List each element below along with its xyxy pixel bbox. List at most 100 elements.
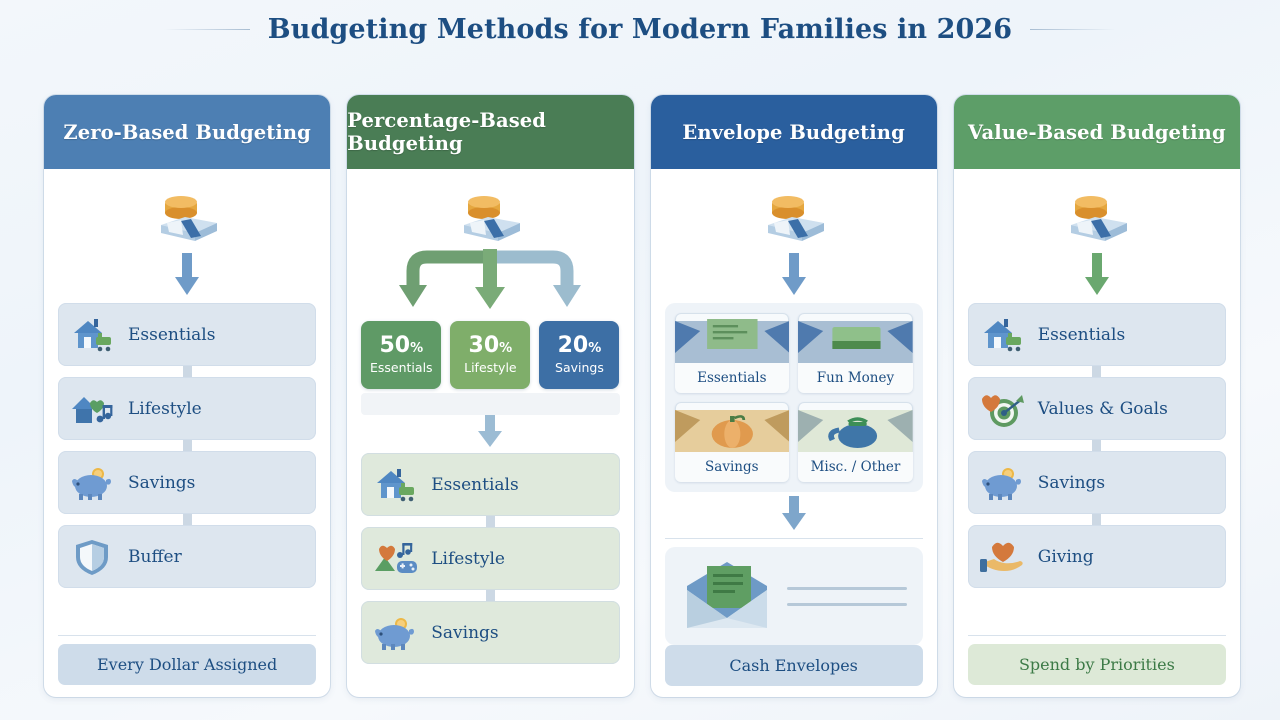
category-label: Lifestyle — [128, 398, 202, 419]
heart-music-controller-icon — [373, 539, 419, 579]
category-item-essentials[interactable]: Essentials — [58, 303, 317, 366]
category-item-values-goals[interactable]: Values & Goals — [967, 377, 1226, 440]
category-list-value-based: Essentials — [967, 303, 1226, 588]
method-columns: Zero-Based Budgeting — [44, 95, 1240, 697]
connector — [968, 440, 1226, 451]
category-item-lifestyle[interactable]: Lifestyle — [58, 377, 317, 440]
envelope-teapot-icon — [798, 402, 913, 452]
connector — [58, 514, 316, 525]
category-label: Savings — [128, 472, 196, 493]
envelope-card-misc-other[interactable]: Misc. / Other — [798, 402, 913, 482]
category-list-zero-based: Essentials — [58, 303, 317, 588]
category-label: Values & Goals — [1037, 398, 1168, 419]
envelope-label: Essentials — [674, 363, 790, 393]
percentage-card-savings[interactable]: 20% Savings — [539, 321, 620, 389]
footer-divider — [58, 635, 317, 636]
envelope-label: Savings — [674, 452, 790, 482]
connector — [361, 590, 619, 601]
summary-label: Every Dollar Assigned — [96, 655, 278, 674]
flow-arrow-down — [779, 496, 809, 536]
percentage-label: Lifestyle — [464, 360, 517, 375]
summary-lines — [786, 586, 907, 606]
method-card-zero-based[interactable]: Zero-Based Budgeting — [44, 95, 331, 697]
category-item-essentials[interactable]: Essentials — [361, 453, 620, 516]
connector — [361, 516, 619, 527]
envelope-label: Misc. / Other — [798, 452, 913, 482]
category-item-savings[interactable]: Savings — [967, 451, 1226, 514]
open-envelope-letter-icon — [681, 556, 773, 636]
method-title-zero-based: Zero-Based Budgeting — [63, 120, 311, 144]
house-cart-icon — [373, 465, 419, 505]
percentage-value: 30% — [468, 333, 513, 358]
shield-icon — [70, 537, 116, 577]
method-header-zero-based: Zero-Based Budgeting — [44, 95, 331, 169]
category-item-lifestyle[interactable]: Lifestyle — [361, 527, 620, 590]
category-label: Buffer — [128, 546, 182, 567]
percentage-card-lifestyle[interactable]: 30% Lifestyle — [450, 321, 531, 389]
method-title-value-based: Value-Based Budgeting — [968, 120, 1226, 144]
envelope-grid: Essentials Fun Money — [664, 303, 923, 492]
category-item-savings[interactable]: Savings — [58, 451, 317, 514]
method-title-envelope: Envelope Budgeting — [682, 120, 905, 144]
title-rule-right — [1030, 29, 1117, 30]
summary-label: Cash Envelopes — [729, 656, 858, 675]
percentage-cards: 50% Essentials 30% Lifestyle 20% — [361, 321, 620, 389]
percentage-value: 20% — [557, 333, 602, 358]
connector — [968, 514, 1226, 525]
category-item-giving[interactable]: Giving — [967, 525, 1226, 588]
money-stack-icon — [758, 191, 830, 251]
envelope-card-fun-money[interactable]: Fun Money — [798, 313, 913, 393]
percentage-bar-track — [361, 393, 620, 415]
connector — [58, 440, 316, 451]
percentage-label: Savings — [555, 360, 604, 375]
footer-divider — [967, 635, 1226, 636]
category-label: Lifestyle — [431, 548, 505, 569]
category-label: Savings — [1037, 472, 1106, 493]
summary-label: Spend by Priorities — [1018, 655, 1175, 674]
method-summary-envelope[interactable]: Cash Envelopes — [664, 645, 923, 686]
envelope-card-essentials[interactable]: Essentials — [674, 313, 790, 393]
category-item-savings[interactable]: Savings — [361, 601, 620, 664]
flow-arrow-down — [172, 253, 202, 301]
piggy-bank-icon — [373, 613, 419, 653]
percentage-card-essentials[interactable]: 50% Essentials — [361, 321, 442, 389]
method-card-percentage-based[interactable]: Percentage-Based Budgeting — [347, 95, 634, 697]
money-stack-icon — [454, 191, 526, 251]
method-card-envelope[interactable]: Envelope Budgeting — [650, 95, 937, 697]
method-title-percentage-based: Percentage-Based Budgeting — [347, 109, 547, 155]
money-stack-icon — [1061, 191, 1133, 251]
category-label: Savings — [431, 622, 499, 643]
envelope-pumpkin-icon — [674, 402, 790, 452]
split-arrows — [365, 249, 615, 319]
category-label: Essentials — [128, 324, 216, 345]
envelope-card-savings[interactable]: Savings — [674, 402, 790, 482]
method-card-value-based[interactable]: Value-Based Budgeting — [953, 95, 1240, 697]
method-summary-zero-based[interactable]: Every Dollar Assigned — [58, 644, 317, 685]
envelope-cash-icon — [798, 313, 913, 363]
piggy-bank-icon — [980, 463, 1026, 503]
hand-heart-icon — [979, 537, 1026, 577]
piggy-bank-icon — [70, 463, 116, 503]
house-cart-icon — [70, 315, 116, 355]
category-label: Essentials — [1037, 324, 1126, 345]
method-header-value-based: Value-Based Budgeting — [953, 95, 1240, 169]
method-summary-value-based[interactable]: Spend by Priorities — [967, 644, 1226, 685]
method-header-percentage-based: Percentage-Based Budgeting — [347, 95, 634, 169]
flow-arrow-down — [475, 415, 505, 453]
heart-target-icon — [980, 389, 1026, 429]
envelope-label: Fun Money — [798, 363, 913, 393]
flow-arrow-down — [779, 253, 809, 301]
page-title-row: Budgeting Methods for Modern Families in… — [0, 14, 1280, 45]
connector — [968, 366, 1226, 377]
connector — [58, 366, 316, 377]
category-item-essentials[interactable]: Essentials — [967, 303, 1226, 366]
category-label: Giving — [1037, 546, 1094, 567]
house-cart-icon — [980, 315, 1026, 355]
page-title: Budgeting Methods for Modern Families in… — [267, 14, 1013, 45]
percentage-label: Essentials — [370, 360, 433, 375]
footer-divider — [664, 538, 923, 539]
envelope-document-icon — [674, 313, 790, 363]
category-label: Essentials — [431, 474, 519, 495]
category-item-buffer[interactable]: Buffer — [58, 525, 317, 588]
